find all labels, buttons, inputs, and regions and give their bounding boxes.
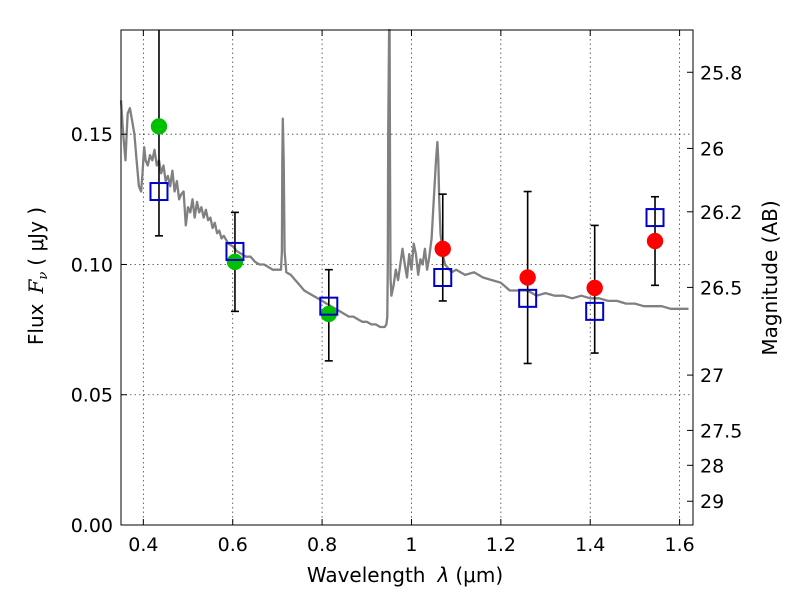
x-tick-label: 0.4	[128, 534, 158, 556]
model-spectrum-layer	[119, 28, 689, 329]
axis-ticks: 0.4 0.6 0.8 1 1.2 1.4 1.6 0.00 0.05 0.10 0.15 25.8 2…	[71, 30, 742, 556]
x-tick-label: 1.4	[575, 534, 605, 556]
mag-tick-label: 27	[700, 365, 724, 387]
x-tick-label: 0.6	[218, 534, 248, 556]
data-points-layer	[149, 118, 665, 323]
mag-tick-label: 28	[700, 455, 724, 477]
mag-tick-label: 26.5	[700, 277, 742, 299]
plot-frame	[120, 29, 694, 526]
blue-squares-marker	[645, 208, 665, 228]
mag-tick-label: 27.5	[700, 420, 742, 442]
red-points-marker	[434, 240, 451, 258]
mag-tick-label: 29	[700, 491, 724, 513]
green-points-marker	[150, 118, 168, 135]
x-tick-label: 1.6	[664, 534, 694, 556]
y-axis-title: FluxFν( μJy )	[24, 207, 51, 345]
error-bars-layer	[154, 30, 660, 365]
model-spectrum-line	[119, 28, 689, 329]
red-points-marker	[586, 279, 603, 297]
x-tick-label: 1.2	[486, 534, 516, 556]
y-tick-label: 0.10	[71, 254, 113, 276]
blue-squares-marker	[149, 182, 169, 202]
blue-squares-marker	[433, 268, 453, 287]
x-tick-label: 1	[405, 534, 417, 556]
blue-squares-marker	[225, 241, 245, 261]
blue-squares-marker	[518, 288, 538, 308]
red-points-marker	[519, 269, 536, 286]
y-tick-label: 0.15	[71, 124, 113, 146]
mag-tick-label: 26.2	[700, 202, 742, 224]
y-tick-label: 0.05	[71, 385, 113, 407]
blue-squares-marker	[319, 296, 339, 316]
x-tick-label: 0.8	[307, 534, 337, 556]
grid-lines	[121, 30, 693, 525]
mag-tick-label: 25.8	[700, 62, 742, 84]
red-points-marker	[646, 232, 664, 250]
blue-squares-marker	[585, 301, 605, 321]
y2-axis-title: Magnitude (AB)	[758, 200, 782, 355]
y-tick-label: 0.00	[71, 515, 113, 537]
mag-tick-label: 26	[700, 138, 724, 160]
green-points-marker	[226, 253, 244, 271]
x-axis-title: Wavelength λ (μm)	[307, 563, 503, 587]
